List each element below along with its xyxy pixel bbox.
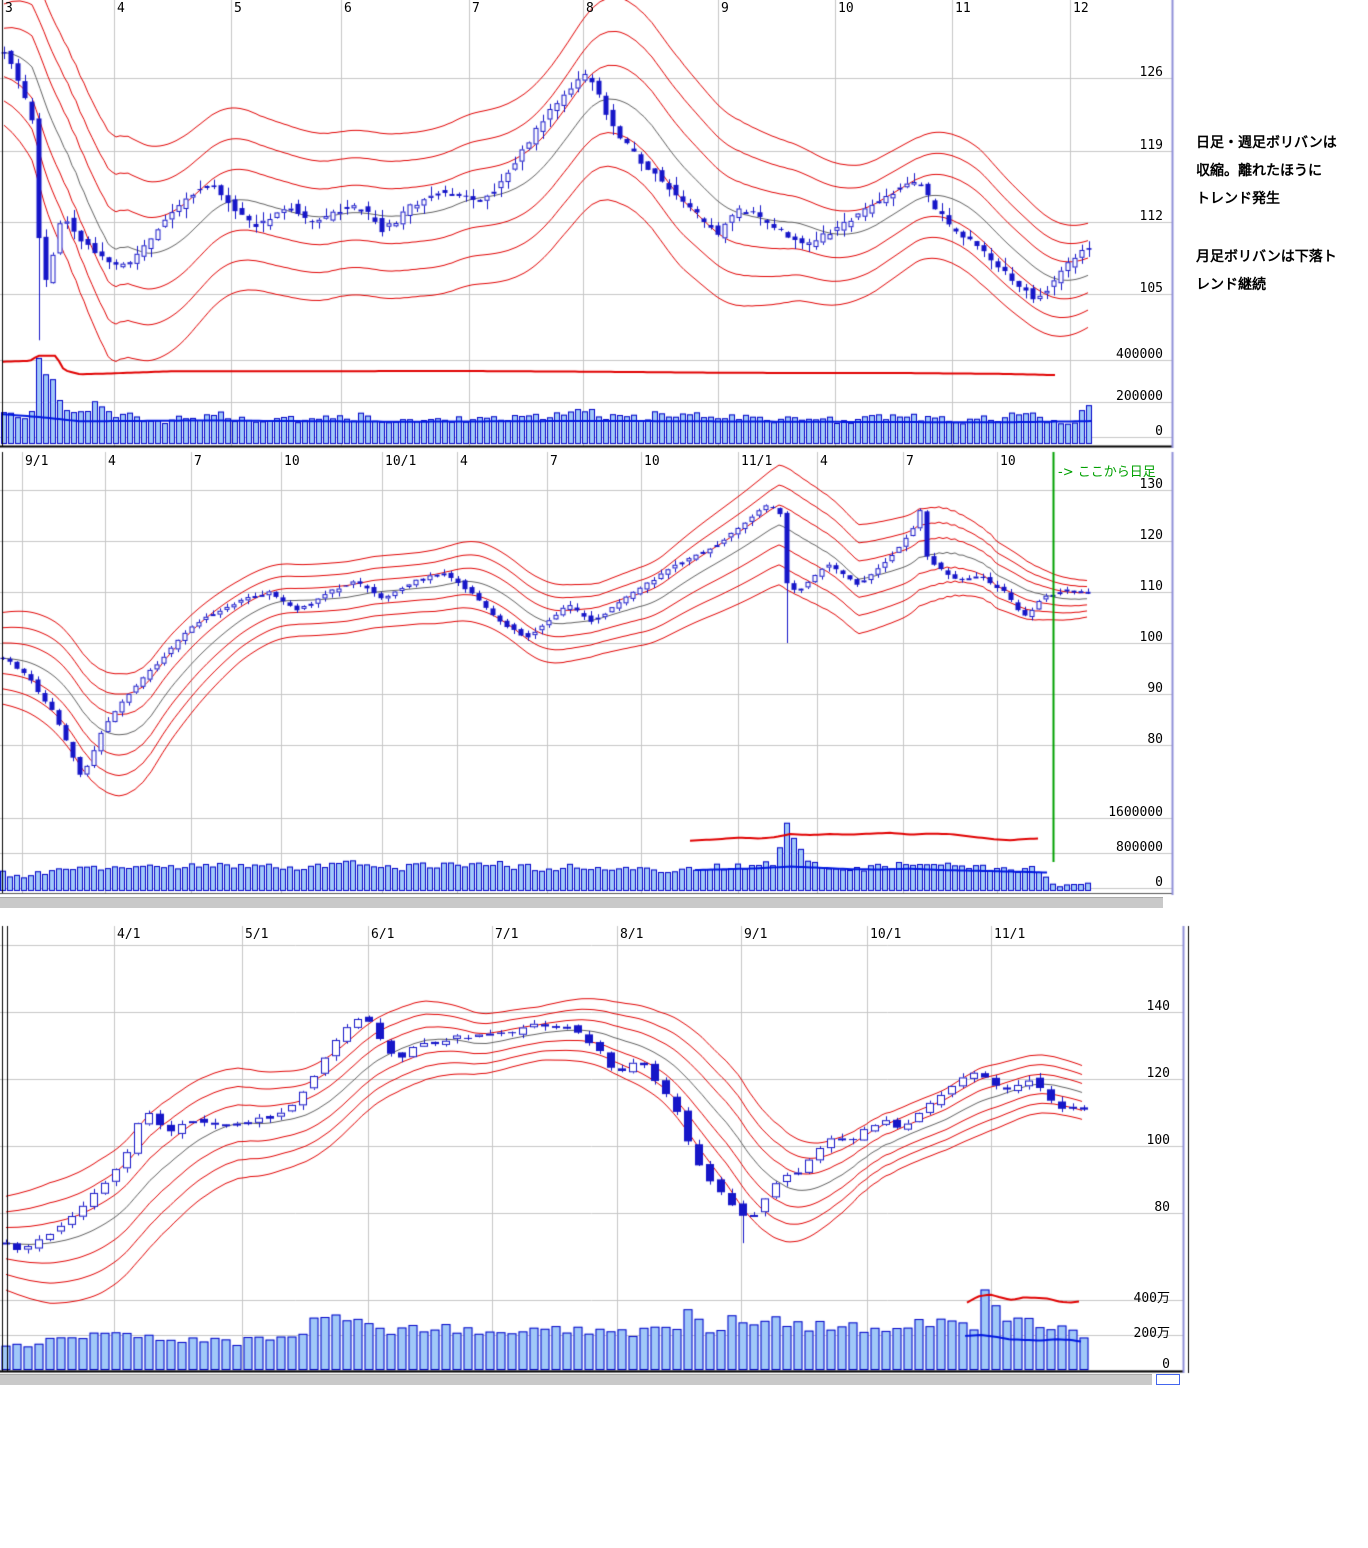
side-note-squeeze: 日足・週足ボリバンは 収縮。離れたほうに トレンド発生 bbox=[1196, 129, 1337, 213]
daily-from-here-note: -> ここから日足 bbox=[1058, 465, 1156, 480]
horizontal-scrollbar-bottom[interactable] bbox=[0, 1374, 1152, 1385]
side-note-monthly: 月足ボリバンは下落ト レンド継続 bbox=[1196, 243, 1337, 299]
scrollbar-corner-box[interactable] bbox=[1156, 1374, 1180, 1385]
note-line: レンド継続 bbox=[1196, 277, 1266, 293]
note-line: トレンド発生 bbox=[1196, 191, 1280, 207]
horizontal-scrollbar-middle[interactable] bbox=[0, 897, 1163, 908]
note-line: 収縮。離れたほうに bbox=[1196, 163, 1322, 179]
note-line: 月足ボリバンは下落ト bbox=[1196, 249, 1337, 265]
note-line: 日足・週足ボリバンは bbox=[1196, 135, 1337, 151]
